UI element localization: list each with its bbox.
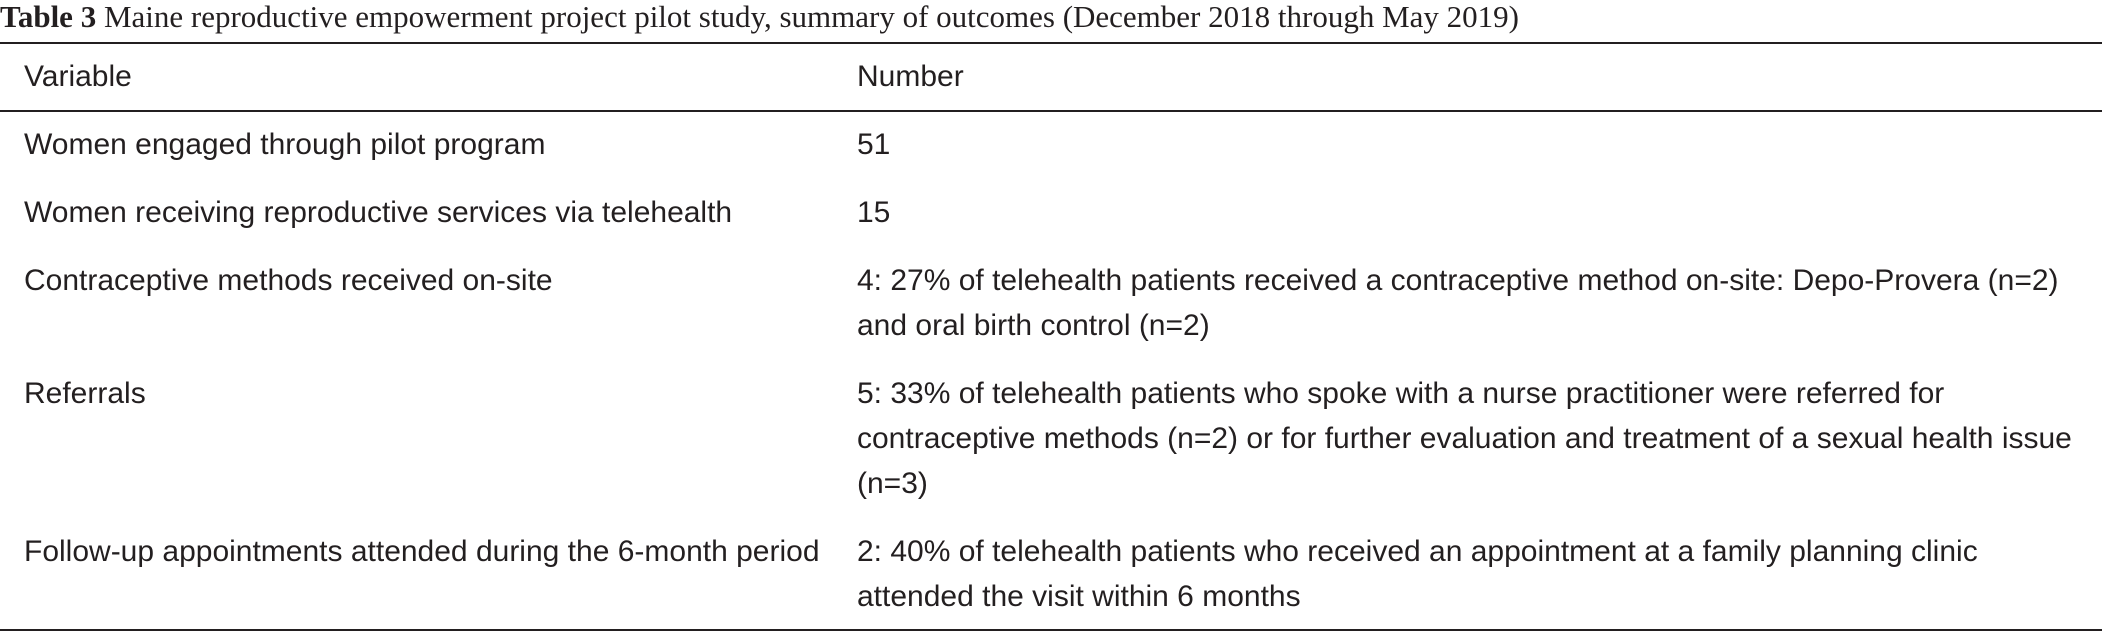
row-variable: Referrals	[24, 377, 146, 410]
top-rule	[0, 42, 2102, 44]
table-row: Women receiving reproductive services vi…	[0, 190, 2102, 235]
row-variable: Contraceptive methods received on-site	[24, 264, 553, 297]
row-number: 15	[857, 196, 891, 229]
row-variable: Follow-up appointments attended during t…	[24, 535, 820, 568]
row-variable: Women receiving reproductive services vi…	[24, 196, 733, 229]
row-variable: Women engaged through pilot program	[24, 128, 546, 161]
table-row: Contraceptive methods received on-site 4…	[0, 258, 2102, 348]
header-rule	[0, 110, 2102, 112]
row-number: 2: 40% of telehealth patients who receiv…	[857, 535, 1978, 613]
row-number: 51	[857, 128, 891, 161]
table-title: Maine reproductive empowerment project p…	[96, 0, 1519, 34]
table-header-row: Variable Number	[0, 44, 2102, 110]
header-variable: Variable	[24, 60, 132, 93]
row-number: 4: 27% of telehealth patients received a…	[857, 264, 2059, 342]
row-number: 5: 33% of telehealth patients who spoke …	[857, 377, 2072, 500]
table-row: Referrals 5: 33% of telehealth patients …	[0, 371, 2102, 506]
bottom-rule	[0, 629, 2102, 631]
table-row: Women engaged through pilot program 51	[0, 122, 2102, 167]
table-label: Table 3	[0, 0, 97, 34]
table-caption: Table 3 Maine reproductive empowerment p…	[0, 0, 2102, 42]
outcomes-table: Variable Number Women engaged through pi…	[0, 42, 2102, 631]
table-body: Women engaged through pilot program 51 W…	[0, 112, 2102, 629]
header-number: Number	[857, 60, 964, 93]
table-row: Follow-up appointments attended during t…	[0, 529, 2102, 619]
